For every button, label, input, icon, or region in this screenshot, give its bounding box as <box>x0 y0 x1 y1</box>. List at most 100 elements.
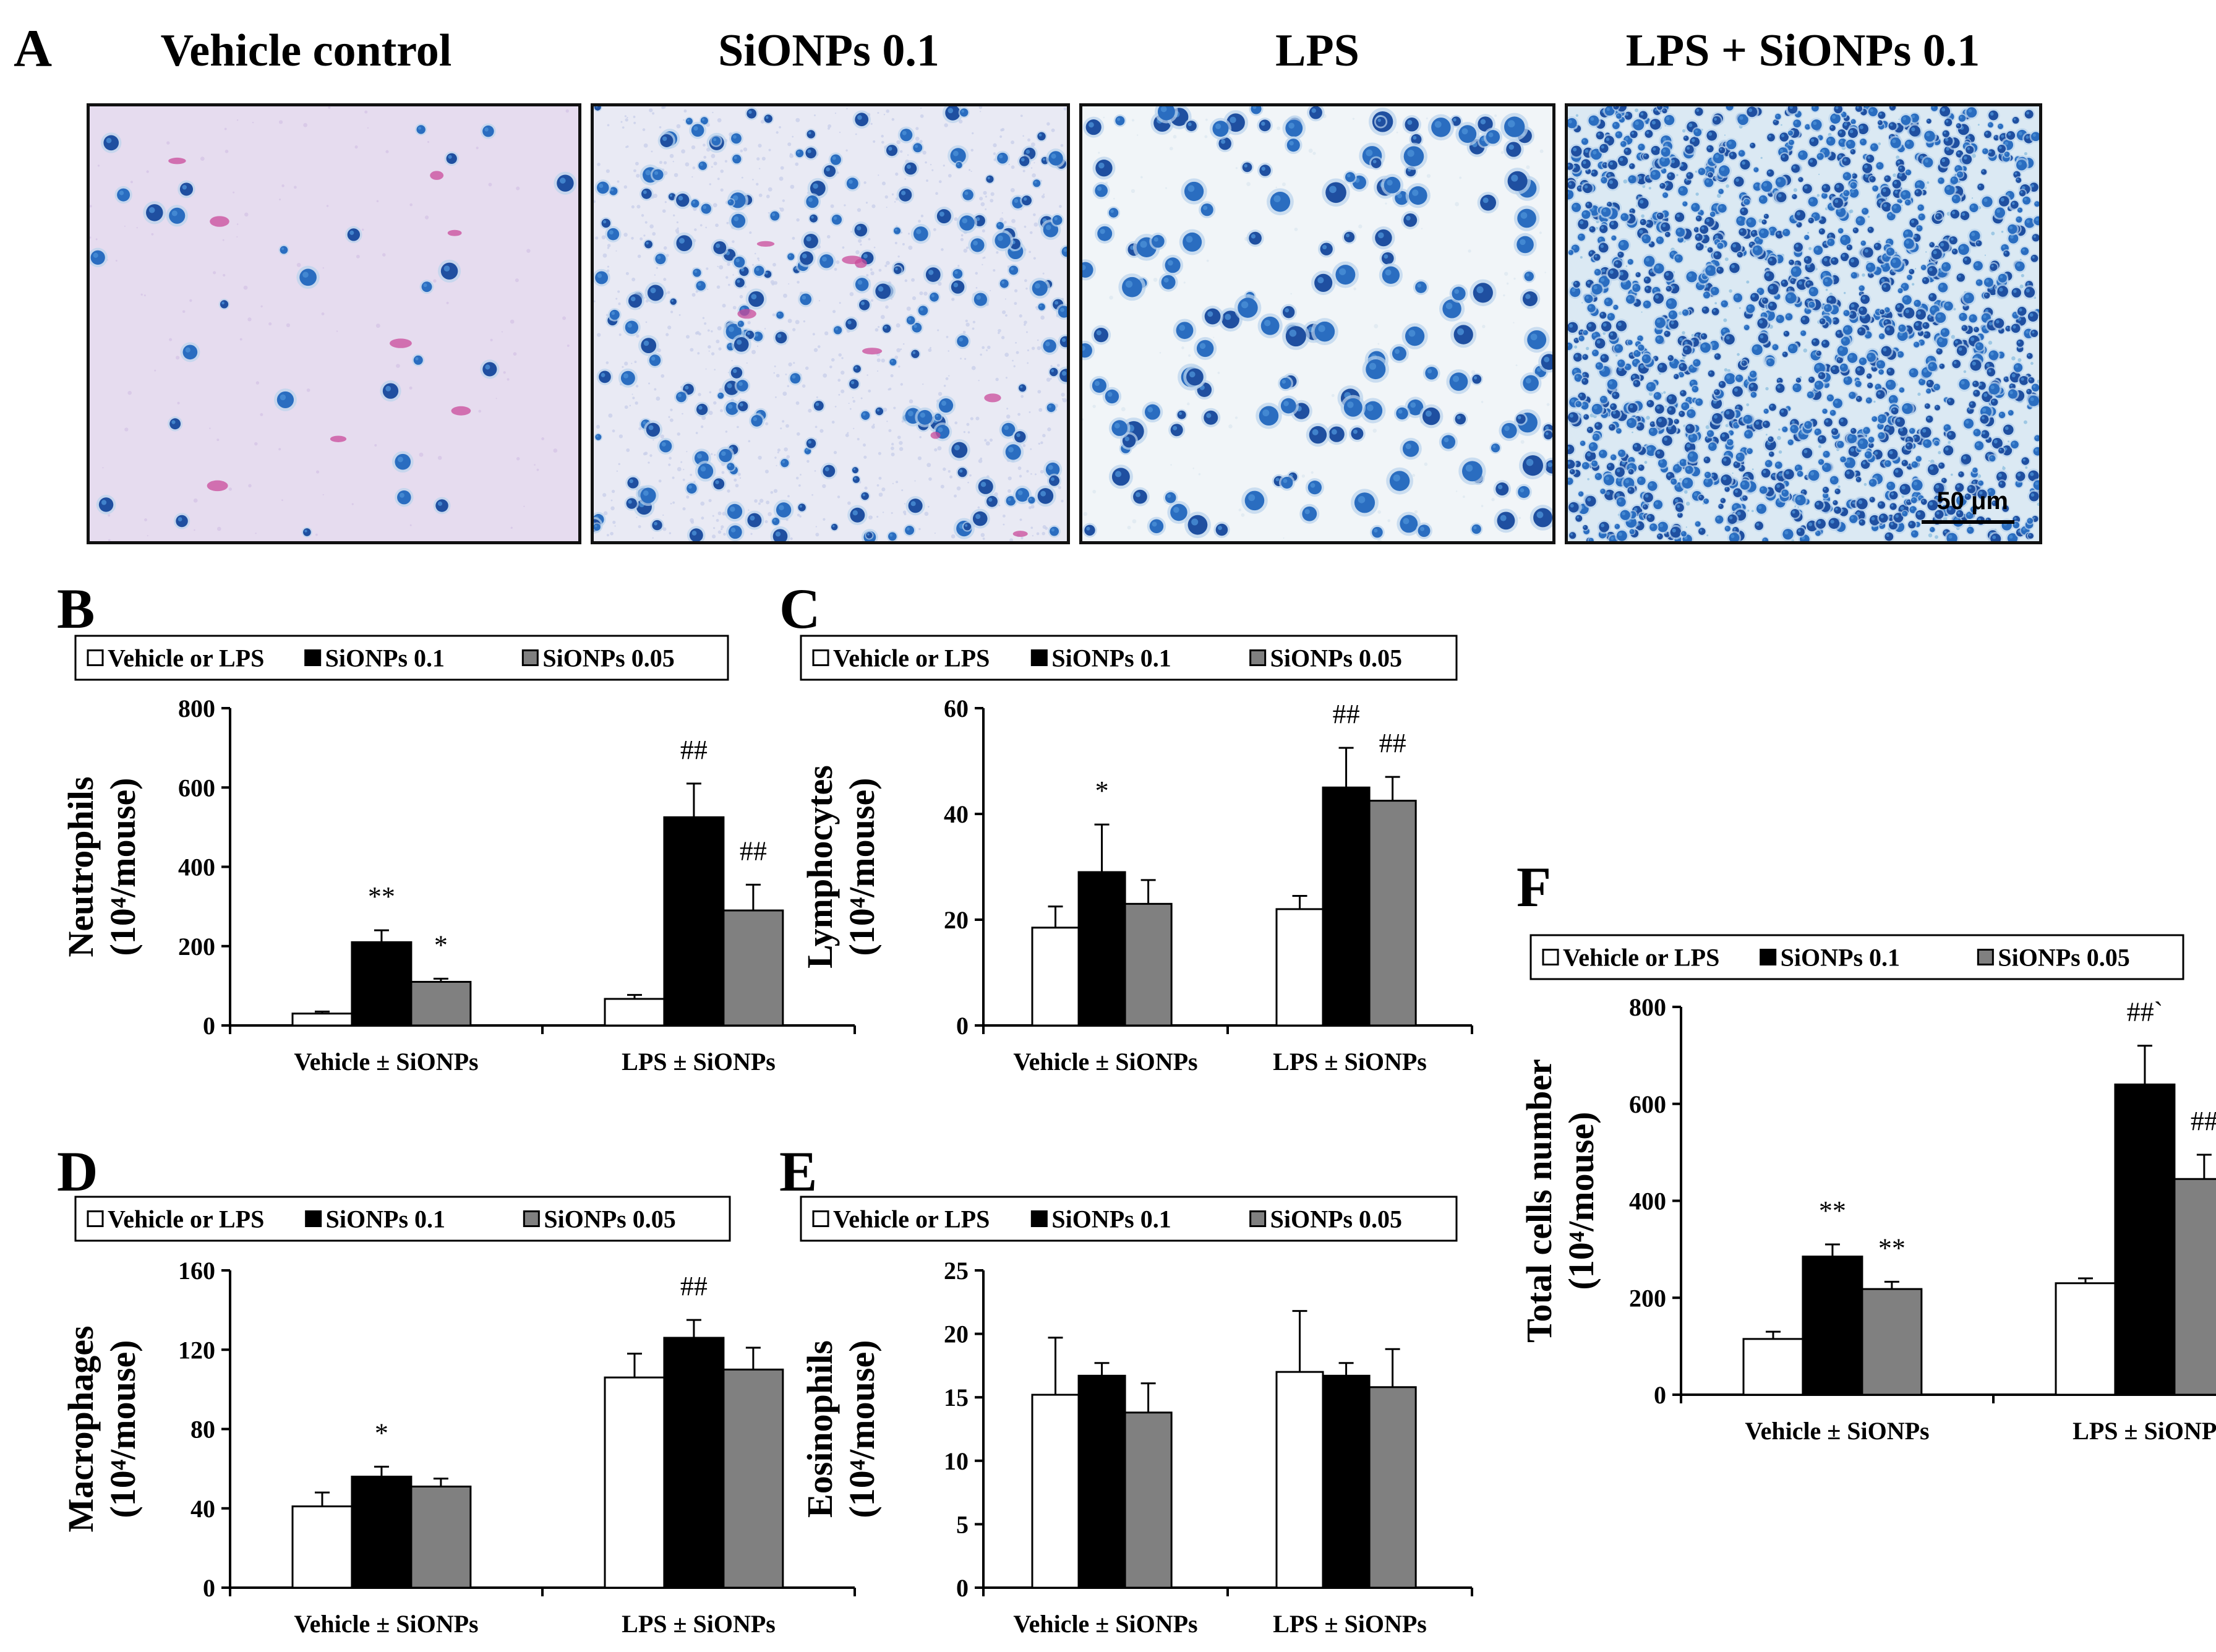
micrograph-sionps-0-1 <box>591 103 1070 544</box>
bar <box>291 1012 353 1027</box>
bar <box>291 1505 353 1589</box>
y-tick-label: 400 <box>178 854 215 881</box>
bar <box>663 1337 725 1589</box>
legend-label: SiONPs 0.1 <box>1051 1205 1171 1233</box>
legend-label: SiONPs 0.1 <box>325 644 445 672</box>
legend-box <box>1529 934 2184 980</box>
y-tick-label: 20 <box>944 1320 969 1348</box>
y-tick-label: 80 <box>190 1416 215 1444</box>
bar <box>722 909 784 1027</box>
micrograph-title-sionps-0-1: SiONPs 0.1 <box>718 25 939 76</box>
x-category-label: Vehicle ± SiONPs <box>1013 1610 1197 1638</box>
legend-swatch-1 <box>1542 949 1559 965</box>
y-tick-label: 120 <box>178 1336 215 1364</box>
bar <box>2173 1178 2216 1396</box>
legend-d: Vehicle or LPS SiONPs 0.1 SiONPs 0.05 <box>74 1196 731 1242</box>
bar <box>1802 1256 1863 1396</box>
legend-swatch-1 <box>87 649 104 666</box>
panel-letter-b: B <box>57 577 95 640</box>
significance-marker: ## <box>680 1271 708 1301</box>
legend-swatch-2 <box>1030 649 1048 666</box>
y-axis-label: Total cells number <box>1519 1059 1559 1343</box>
y-tick-label: 160 <box>178 1257 215 1285</box>
y-tick-label: 200 <box>1629 1284 1666 1312</box>
significance-marker: ** <box>1819 1196 1846 1226</box>
bar <box>1322 786 1371 1027</box>
legend-label: SiONPs 0.05 <box>544 1205 675 1233</box>
y-tick-label: 40 <box>190 1495 215 1523</box>
bar <box>1077 1374 1126 1589</box>
significance-marker: ##` <box>2127 997 2163 1027</box>
x-category-label: Vehicle ± SiONPs <box>294 1610 478 1638</box>
y-tick-label: 40 <box>944 800 969 828</box>
y-tick-label: 0 <box>956 1012 969 1040</box>
x-category-label: Vehicle ± SiONPs <box>294 1048 478 1076</box>
significance-marker: ** <box>1878 1233 1906 1263</box>
cell-texture <box>1082 106 1552 541</box>
y-axis-label: Neutrophils <box>61 776 101 957</box>
legend-swatch-2 <box>304 649 322 666</box>
y-axis-unit: (10⁴/mouse) <box>842 777 882 956</box>
significance-marker: ## <box>1379 728 1406 758</box>
y-axis-unit: (10⁴/mouse) <box>1561 1111 1601 1290</box>
panel-letter-e: E <box>779 1140 817 1203</box>
micrograph-lps <box>1079 103 1555 544</box>
legend-label: SiONPs 0.05 <box>1270 1205 1402 1233</box>
bar <box>410 980 472 1027</box>
bar <box>604 1376 665 1589</box>
micrograph-title-lps-sionps-0-1: LPS + SiONPs 0.1 <box>1625 25 1980 76</box>
legend-f: Vehicle or LPS SiONPs 0.1 SiONPs 0.05 <box>1529 934 2184 980</box>
significance-marker: ## <box>2191 1106 2216 1136</box>
legend-label: Vehicle or LPS <box>833 1205 990 1233</box>
legend-label: SiONPs 0.05 <box>1998 944 2129 972</box>
bar <box>1124 902 1173 1027</box>
legend-swatch-2 <box>305 1210 322 1227</box>
panel-letter-a: A <box>14 19 53 78</box>
y-axis-label: Lymphocytes <box>800 765 840 969</box>
legend-label: SiONPs 0.1 <box>1781 944 1900 972</box>
x-category-label: LPS ± SiONPs <box>622 1610 776 1638</box>
legend-e: Vehicle or LPS SiONPs 0.1 SiONPs 0.05 <box>800 1196 1458 1242</box>
legend-label: Vehicle or LPS <box>108 1205 264 1233</box>
bar <box>1322 1374 1371 1589</box>
legend-swatch-3 <box>1977 949 1994 965</box>
y-tick-label: 10 <box>944 1447 969 1475</box>
bar <box>1275 1371 1324 1589</box>
legend-box <box>74 635 729 681</box>
significance-marker: * <box>375 1418 388 1448</box>
panel-letter-f: F <box>1517 855 1551 918</box>
bar <box>1861 1288 1923 1396</box>
chart-f: F 0 200 400 600 800 Vehicle ± SiONPs LPS ± SiON… <box>1517 855 2216 1445</box>
cell-texture <box>90 106 577 541</box>
y-tick-label: 20 <box>944 906 969 934</box>
legend-label: SiONPs 0.05 <box>542 644 674 672</box>
chart-d: D 0 40 80 120 160 Vehicle ± SiONPs LPS ± SiONPs… <box>57 1140 856 1638</box>
y-tick-label: 800 <box>178 695 215 722</box>
x-category-label: LPS ± SiONPs <box>1273 1610 1427 1638</box>
legend-swatch-3 <box>523 1210 540 1227</box>
legend-swatch-1 <box>812 649 829 666</box>
legend-swatch-2 <box>1030 1210 1048 1227</box>
legend-box <box>800 1196 1458 1242</box>
y-tick-label: 60 <box>944 695 969 722</box>
x-category-label: LPS ± SiONPs <box>1273 1048 1427 1076</box>
legend-b: Vehicle or LPS SiONPs 0.1 SiONPs 0.05 <box>74 635 729 681</box>
legend-label: SiONPs 0.05 <box>1270 644 1402 672</box>
bar <box>1368 800 1417 1027</box>
legend-label: SiONPs 0.1 <box>326 1205 445 1233</box>
micrograph-background <box>90 106 578 541</box>
legend-box <box>800 635 1458 681</box>
x-category-label: Vehicle ± SiONPs <box>1013 1048 1197 1076</box>
legend-swatch-3 <box>1249 649 1267 666</box>
y-axis-unit: (10⁴/mouse) <box>103 777 143 956</box>
bar <box>351 1475 413 1589</box>
y-tick-label: 400 <box>1629 1188 1666 1215</box>
significance-marker: ## <box>740 836 767 866</box>
legend-swatch-1 <box>87 1210 104 1227</box>
legend-swatch-2 <box>1760 949 1777 965</box>
bar <box>1124 1411 1173 1589</box>
significance-marker: ## <box>680 735 708 765</box>
y-tick-label: 25 <box>944 1257 969 1285</box>
bar <box>2114 1083 2176 1396</box>
